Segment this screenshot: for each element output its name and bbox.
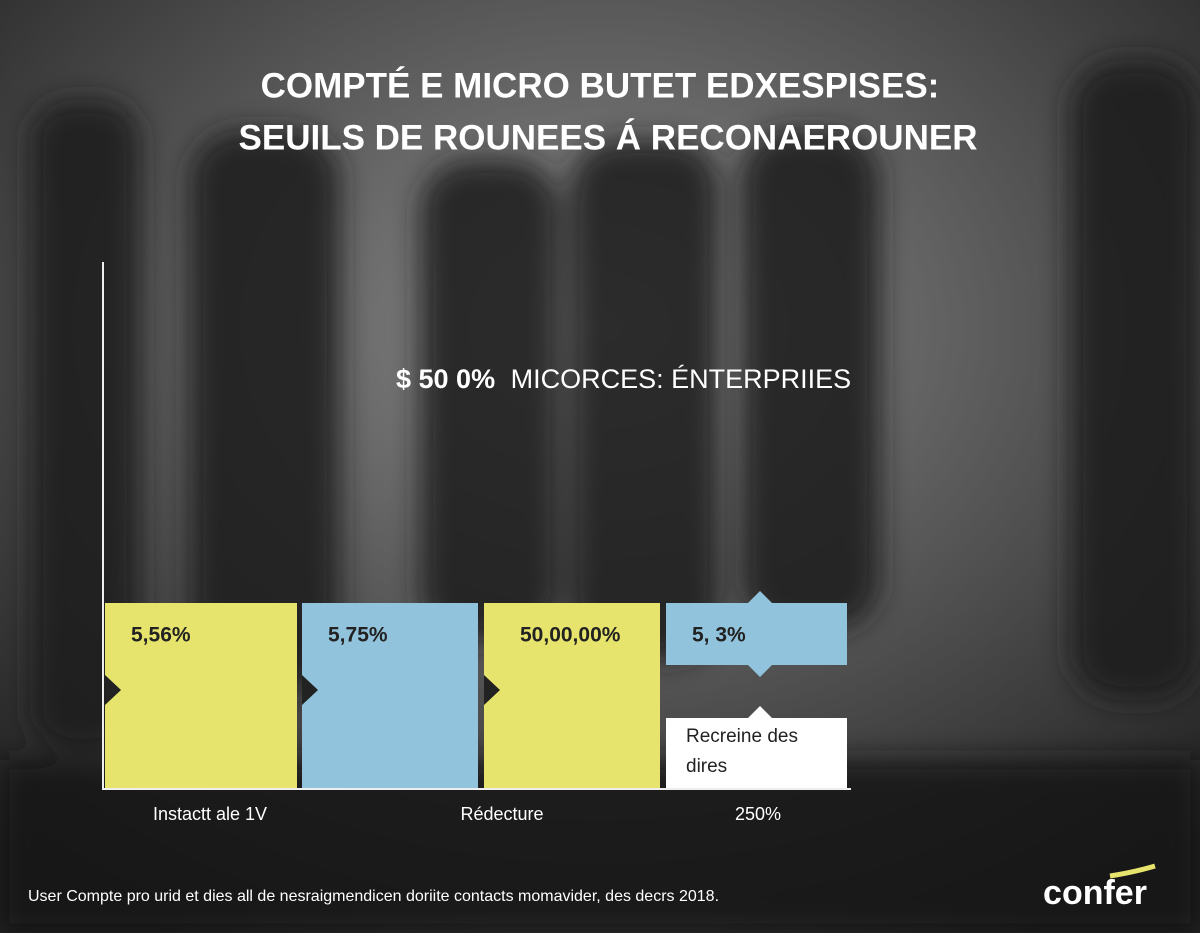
box-label: 5,75% (328, 624, 388, 647)
subtitle: $ 50 0% MICORCES: ÉNTERPRIIES (396, 364, 851, 394)
arrow (105, 675, 121, 705)
arrow (302, 675, 318, 705)
box (666, 603, 847, 665)
arrow (484, 675, 500, 705)
boxes: 5,56% 5,75% 50,00,00% 5, 3% (105, 591, 847, 788)
title: SEUILS DE ROUNEES Á RECONAEROUNER (239, 117, 978, 157)
logo-swoosh (1109, 863, 1156, 879)
axis-label: Rédecture (460, 804, 543, 824)
note-line: Recreine des (686, 726, 798, 747)
note-line: dires (686, 756, 727, 777)
silhouettes (0, 60, 1200, 933)
note-pointer (748, 706, 772, 718)
note: Recreine des dires (686, 726, 798, 777)
box-label: 5,56% (131, 624, 191, 647)
title: COMPTÉ E MICRO BUTET EDXESPISES: (261, 65, 940, 105)
box-label: 50,00,00% (520, 624, 621, 647)
box-notch (748, 665, 772, 677)
subtitle-strong: $ 50 0% (396, 364, 495, 394)
axis-label: 250% (735, 804, 781, 824)
note-box (666, 718, 847, 788)
logo: confer (1043, 874, 1147, 912)
axis-label: Instactt ale 1V (153, 804, 267, 824)
box (302, 603, 478, 788)
box-label: 5, 3% (692, 624, 746, 647)
box-notch (748, 591, 772, 603)
box (105, 603, 297, 788)
subtitle-rest: MICORCES: ÉNTERPRIIES (511, 364, 852, 394)
box (484, 603, 660, 788)
footnote: User Compte pro urid et dies all de nesr… (28, 888, 719, 905)
